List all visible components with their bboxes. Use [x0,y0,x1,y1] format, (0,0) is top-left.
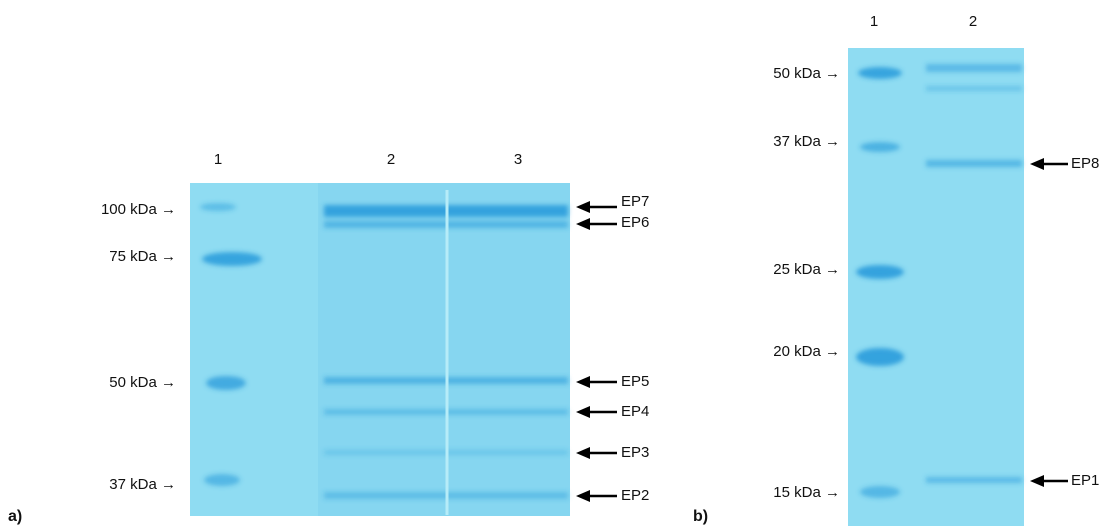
band-label: EP2 [621,487,649,504]
marker-label: 25 kDa → [773,261,840,278]
panel-label: b) [693,508,708,525]
marker-label: 15 kDa → [773,484,840,501]
lane-label: 3 [514,151,522,168]
band-label: EP8 [1071,155,1099,172]
band-arrows [576,201,617,502]
band-label: EP4 [621,403,649,420]
figure: a) 1 2 3 100 kDa → 75 kDa → 50 kDa → 37 … [0,0,1114,532]
band-label: EP6 [621,214,649,231]
lane-label: 1 [214,151,222,168]
marker-label: 75 kDa → [109,248,176,265]
band-label: EP1 [1071,472,1099,489]
marker-label: 37 kDa → [109,476,176,493]
gel-b [848,48,1024,526]
band-label: EP5 [621,373,649,390]
lane-label: 2 [387,151,395,168]
lane-label: 1 [870,13,878,30]
panel-label: a) [8,508,22,525]
marker-label: 37 kDa → [773,133,840,150]
marker-label: 50 kDa → [109,374,176,391]
marker-label: 100 kDa → [101,201,176,218]
lane-label: 2 [969,13,977,30]
band-label: EP3 [621,444,649,461]
gel-a [190,183,570,516]
marker-label: 20 kDa → [773,343,840,360]
marker-label: 50 kDa → [773,65,840,82]
band-label: EP7 [621,193,649,210]
band-arrows [1030,158,1068,487]
